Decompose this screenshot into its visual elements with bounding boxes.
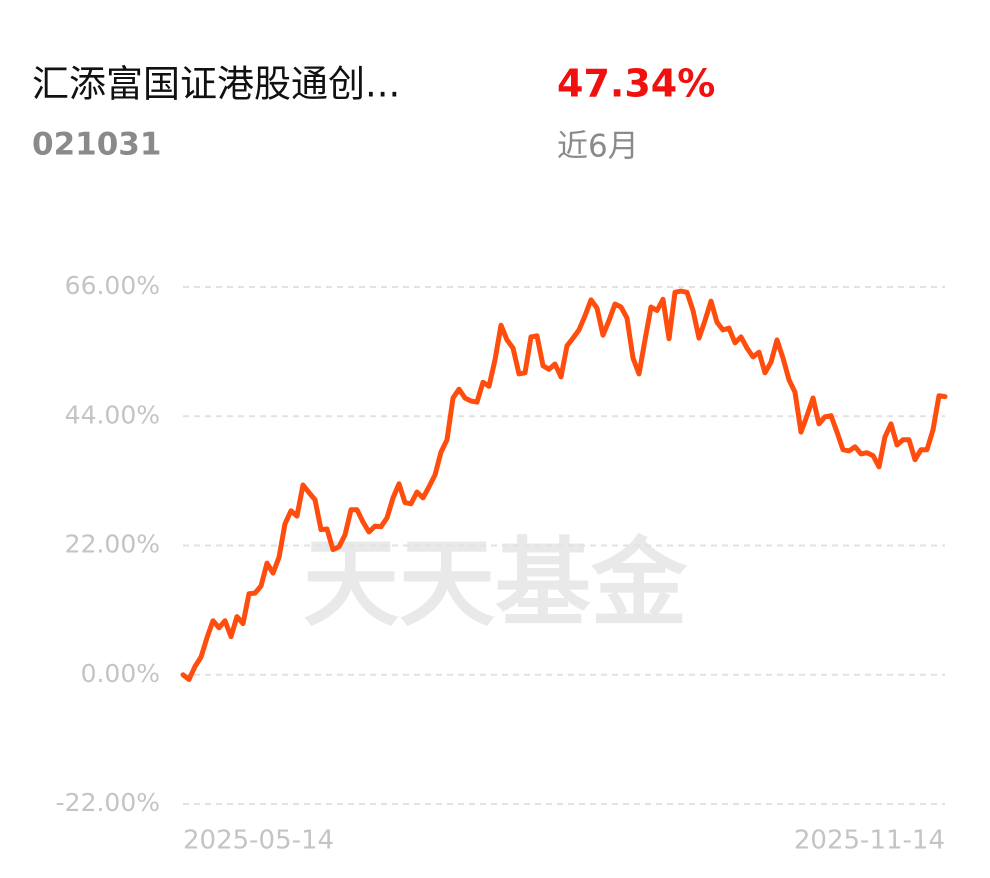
return-value: 47.34%	[557, 62, 715, 106]
watermark: 天天基金	[303, 527, 688, 639]
y-tick-label: -22.00%	[56, 788, 160, 817]
fund-code: 021031	[32, 127, 161, 163]
y-tick-label: 66.00%	[65, 271, 160, 300]
x-tick-label: 2025-05-14	[183, 826, 334, 856]
y-tick-label: 0.00%	[81, 659, 160, 688]
y-tick-label: 44.00%	[65, 400, 160, 429]
fund-line	[180, 288, 948, 682]
y-tick-label: 22.00%	[65, 530, 160, 559]
x-tick-label: 2025-11-14	[794, 826, 945, 856]
fund-title: 汇添富国证港股通创...	[32, 63, 400, 106]
period: 近6月	[557, 129, 639, 165]
